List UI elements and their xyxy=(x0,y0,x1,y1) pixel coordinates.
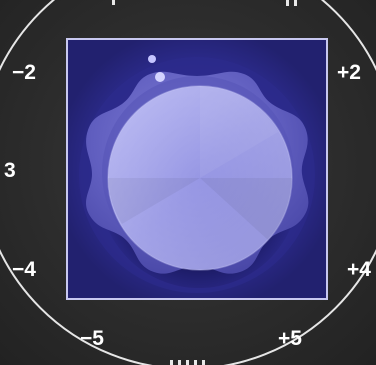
scale-label-3: 3 xyxy=(4,159,16,182)
scale-label-minus-4: −4 xyxy=(12,258,36,281)
indicator-dot xyxy=(155,72,165,82)
knob-panel xyxy=(66,38,328,300)
scale-tick xyxy=(112,0,115,5)
knob-icon[interactable] xyxy=(68,40,326,298)
scale-tick xyxy=(286,0,289,6)
scale-tick-marks-bottom xyxy=(170,360,206,365)
scale-label-minus-5: −5 xyxy=(80,327,104,350)
scale-label-plus-4: +4 xyxy=(347,258,371,281)
indicator-dot xyxy=(148,55,156,63)
scale-label-plus-5: +5 xyxy=(278,327,302,350)
scale-tick xyxy=(294,0,297,6)
scale-label-minus-2: −2 xyxy=(12,61,36,84)
scale-label-plus-2: +2 xyxy=(337,61,361,84)
